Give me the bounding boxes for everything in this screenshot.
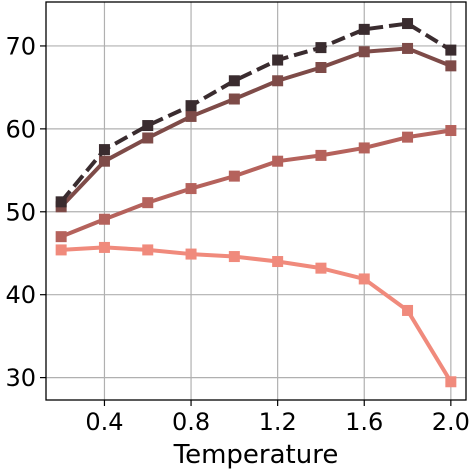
series-3 (55, 42, 457, 213)
series-4-point (55, 196, 67, 208)
grid-layer (46, 2, 466, 400)
series-2 (55, 125, 457, 243)
series-1-point (228, 251, 240, 263)
series-4-point (358, 23, 370, 35)
series-2-point (445, 125, 457, 137)
series-3-point (315, 62, 327, 74)
series-3-point (402, 42, 414, 54)
series-2-point (142, 197, 154, 209)
x-axis-label: Temperature (173, 440, 339, 470)
series-2-point (358, 142, 370, 154)
series-4-point (445, 44, 457, 56)
series-1-point (315, 262, 327, 274)
series-1-point (142, 244, 154, 256)
x-tick-label: 2.0 (432, 408, 470, 436)
series-1-point (445, 376, 457, 388)
series-3-point (272, 75, 284, 87)
series-2-point (55, 231, 67, 243)
series-2-point (98, 213, 110, 225)
y-tick-label: 70 (5, 32, 36, 60)
series-3-point (358, 46, 370, 58)
series-layer (55, 18, 457, 388)
series-1-point (98, 241, 110, 253)
series-2-point (228, 170, 240, 182)
series-3-point (228, 93, 240, 105)
series-1-point (185, 248, 197, 260)
series-3-point (142, 132, 154, 144)
plot-frame (45, 1, 467, 401)
series-3-line (59, 46, 452, 209)
series-1 (55, 241, 457, 388)
tick-layer: 0.4 0.8 1.2 1.6 2.0 30 40 50 60 70 (5, 32, 469, 436)
series-4 (55, 18, 457, 208)
series-4-point (228, 75, 240, 87)
y-tick-label: 40 (5, 281, 36, 309)
x-tick-label: 1.6 (345, 408, 383, 436)
y-tick-label: 50 (5, 198, 36, 226)
series-4-point (402, 18, 414, 30)
series-4-point (315, 42, 327, 54)
x-tick-label: 0.4 (85, 408, 123, 436)
series-4-point (185, 100, 197, 112)
series-3-point (445, 60, 457, 72)
series-1-point (272, 256, 284, 268)
y-tick-label: 60 (5, 115, 36, 143)
y-tick-label: 30 (5, 364, 36, 392)
series-1-point (55, 244, 67, 256)
x-tick-label: 0.8 (172, 408, 210, 436)
x-tick-label: 1.2 (259, 408, 297, 436)
series-1-line (61, 245, 453, 383)
series-4-point (142, 120, 154, 132)
series-2-point (402, 131, 414, 143)
series-1-point (358, 273, 370, 285)
series-2-point (272, 155, 284, 167)
series-2-point (185, 183, 197, 195)
series-4-line (59, 21, 452, 204)
series-3-point (98, 155, 110, 167)
series-1-point (402, 304, 414, 316)
series-2-point (315, 149, 327, 161)
series-4-point (98, 144, 110, 156)
series-4-point (272, 54, 284, 66)
series-3-point (185, 110, 197, 122)
series-2-line (60, 128, 452, 239)
